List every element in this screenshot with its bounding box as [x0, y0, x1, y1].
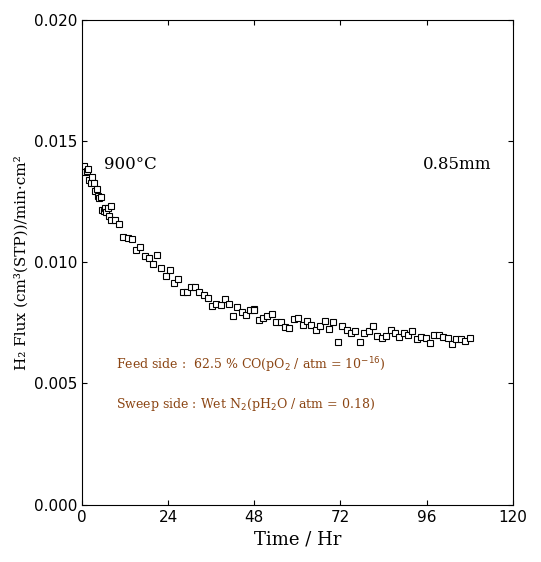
Text: 900°C: 900°C — [103, 156, 156, 173]
Text: Feed side :  62.5 % CO(pO$_2$ / atm = 10$^{-16}$): Feed side : 62.5 % CO(pO$_2$ / atm = 10$… — [116, 355, 386, 375]
Text: 0.85mm: 0.85mm — [423, 156, 491, 173]
Y-axis label: H₂ Flux (cm³(STP))/min·cm²: H₂ Flux (cm³(STP))/min·cm² — [14, 155, 28, 370]
X-axis label: Time / Hr: Time / Hr — [254, 530, 341, 548]
Text: Sweep side : Wet N$_2$(pH$_2$O / atm = 0.18): Sweep side : Wet N$_2$(pH$_2$O / atm = 0… — [116, 396, 375, 413]
